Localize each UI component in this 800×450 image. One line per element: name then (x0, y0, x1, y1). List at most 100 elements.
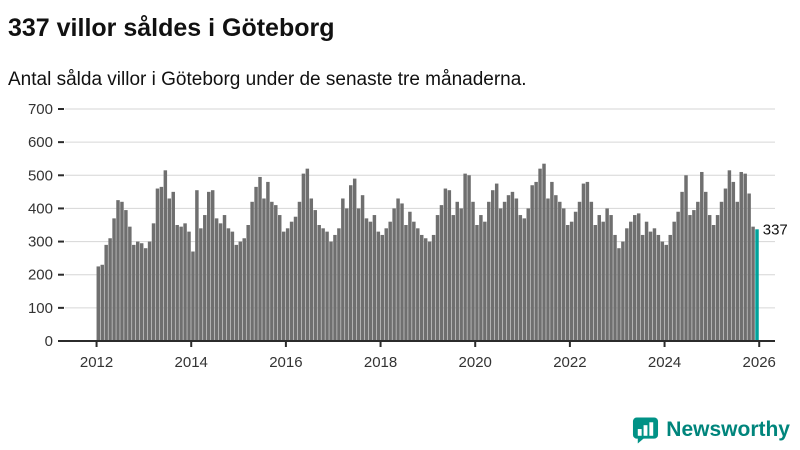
x-tick-label: 2012 (80, 354, 113, 371)
bar (285, 228, 290, 341)
bar (680, 191, 684, 341)
bar (258, 176, 262, 341)
bar (684, 175, 688, 341)
bar (633, 215, 637, 341)
bar (652, 228, 657, 341)
bar (585, 181, 590, 341)
y-tick-label: 0 (45, 333, 53, 350)
bars (96, 163, 759, 341)
bar (420, 234, 424, 341)
bar (514, 198, 519, 341)
x-tick-label: 2024 (648, 354, 681, 371)
bar (660, 241, 665, 341)
y-tick-label: 100 (28, 300, 53, 317)
bar (321, 228, 325, 341)
bar (719, 201, 724, 341)
bar (199, 228, 203, 341)
bar (644, 221, 649, 341)
bar (183, 223, 187, 341)
bar (455, 201, 459, 341)
bar (613, 234, 617, 341)
bar (534, 181, 538, 341)
bar (704, 191, 708, 341)
bar (640, 234, 645, 341)
bar (538, 168, 542, 341)
bar (143, 248, 148, 341)
bar (731, 181, 736, 341)
bar (483, 221, 487, 341)
bar (625, 228, 629, 341)
bar (510, 191, 515, 341)
bar (356, 208, 361, 341)
brand-name: Newsworthy (666, 418, 790, 441)
bar (163, 170, 168, 341)
bar (656, 234, 661, 341)
bar (412, 221, 416, 341)
bar (609, 215, 613, 341)
bar (688, 215, 692, 341)
bar (573, 211, 578, 341)
bar (546, 198, 550, 341)
bar (700, 171, 704, 341)
bar (416, 228, 420, 341)
bar (601, 221, 605, 341)
bar (431, 234, 436, 341)
y-tick-label: 700 (28, 101, 53, 118)
bar (337, 228, 341, 341)
bar (187, 231, 191, 341)
bar (262, 198, 266, 341)
bar (309, 198, 314, 341)
bar (179, 226, 183, 341)
bar (396, 198, 400, 341)
bar (214, 218, 219, 341)
bar (506, 195, 511, 341)
bar (364, 218, 369, 341)
bar (692, 210, 696, 341)
bar (151, 223, 156, 341)
bar (459, 208, 463, 341)
bar (423, 238, 428, 341)
bar (159, 186, 164, 341)
bar (581, 183, 586, 341)
bar (313, 210, 317, 341)
bar (100, 264, 104, 341)
bar (739, 171, 743, 341)
bar (266, 181, 270, 341)
bar (234, 244, 239, 341)
bar (400, 203, 404, 341)
bar (648, 231, 653, 341)
bar (498, 208, 503, 341)
bar (104, 244, 108, 341)
bar (569, 221, 574, 341)
bar (222, 215, 227, 341)
chart-title: 337 villor såldes i Göteborg (8, 14, 335, 42)
bar (550, 181, 554, 341)
bar (246, 225, 250, 341)
x-tick-label: 2020 (459, 354, 492, 371)
bar (388, 221, 392, 341)
bar (593, 225, 598, 341)
bar (715, 215, 720, 341)
bar (727, 170, 732, 341)
newsworthy-logo-icon (633, 417, 659, 444)
x-tick-label: 2016 (269, 354, 302, 371)
bar (191, 251, 195, 341)
bar (565, 225, 570, 341)
bar (96, 266, 101, 341)
y-tick-label: 500 (28, 167, 53, 184)
bar (368, 221, 373, 341)
bar (471, 201, 475, 341)
bar (278, 215, 282, 341)
bar (238, 241, 243, 341)
x-tick-label: 2018 (364, 354, 397, 371)
bar (723, 188, 728, 341)
bar (558, 201, 562, 341)
bar (629, 221, 633, 341)
bar (281, 231, 286, 341)
bar (502, 201, 507, 341)
bar (668, 234, 672, 341)
bar (136, 241, 140, 341)
bar (562, 208, 566, 341)
bar (542, 163, 546, 341)
bar-chart: 0 100 200 300 400 500 600 700 337 2012 2014 2016 201… (28, 101, 788, 371)
